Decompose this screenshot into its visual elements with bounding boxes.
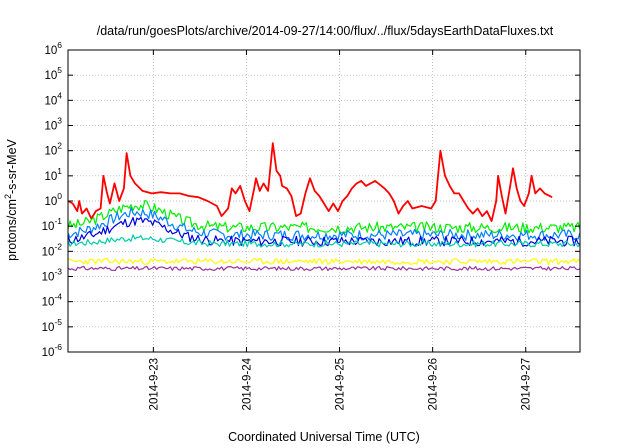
y-tick-label: 106: [44, 40, 62, 57]
y-tick-exponent: 1: [57, 166, 62, 176]
y-axis-label-sup: 2: [3, 194, 13, 199]
data-series: [67, 142, 581, 272]
series-line-6: [67, 257, 581, 265]
y-tick-base: 10: [44, 70, 57, 82]
x-tick-label: 2014-9-25: [335, 358, 347, 410]
y-tick-label: 104: [44, 90, 62, 107]
y-tick-exponent: 4: [57, 90, 62, 100]
y-tick-base: 10: [42, 246, 55, 258]
y-tick-label: 101: [44, 166, 62, 183]
series-line-3: [67, 206, 581, 242]
y-tick-exponent: 5: [57, 65, 62, 75]
y-tick-base: 10: [42, 272, 55, 284]
y-tick-base: 10: [42, 322, 55, 334]
y-tick-exponent: 0: [57, 191, 62, 201]
series-line-1: [67, 142, 553, 222]
y-tick-base: 10: [44, 171, 57, 183]
y-tick-label: 10-4: [42, 292, 63, 309]
x-tick-label: 2014-9-27: [521, 358, 533, 410]
series-line-4: [67, 216, 581, 247]
y-axis-label: protons/cm2-s-sr-MeV: [3, 138, 19, 260]
y-tick-exponent: 2: [57, 141, 62, 151]
y-tick-exponent: -1: [54, 216, 62, 226]
y-tick-label: 100: [44, 191, 62, 208]
y-tick-base: 10: [42, 221, 55, 233]
series-line-7: [67, 265, 581, 272]
chart-title: /data/run/goesPlots/archive/2014-09-27/1…: [97, 24, 554, 38]
y-tick-exponent: -2: [54, 241, 62, 251]
x-tick-labels: 2014-9-23 2014-9-24 2014-9-25 2014-9-26 2014…: [148, 50, 533, 410]
y-tick-base: 10: [44, 196, 57, 208]
y-tick-labels: 10-610-510-410-310-210-11001011021031041…: [42, 40, 580, 359]
y-tick-label: 102: [44, 141, 62, 158]
y-tick-exponent: -4: [54, 292, 62, 302]
x-tick-label: 2014-9-23: [148, 358, 160, 410]
y-tick-exponent: -5: [54, 317, 62, 327]
y-tick-label: 10-1: [42, 216, 63, 233]
y-tick-base: 10: [44, 121, 57, 133]
y-tick-label: 10-3: [42, 267, 63, 284]
y-tick-exponent: 3: [57, 116, 62, 126]
y-tick-base: 10: [42, 297, 55, 309]
y-tick-exponent: -3: [54, 267, 62, 277]
y-tick-base: 10: [44, 45, 57, 57]
y-tick-label: 10-5: [42, 317, 63, 334]
y-tick-exponent: 6: [57, 40, 62, 50]
series-line-2: [67, 200, 581, 234]
y-tick-label: 103: [44, 116, 62, 133]
y-tick-label: 10-2: [42, 241, 63, 258]
x-tick-label: 2014-9-24: [241, 357, 253, 410]
y-axis-label-base: protons/cm: [5, 199, 19, 261]
y-tick-base: 10: [44, 146, 57, 158]
x-axis-label: Coordinated Universal Time (UTC): [228, 430, 420, 444]
y-tick-label: 105: [44, 65, 62, 82]
y-axis-label-rest: -s-sr-MeV: [5, 138, 19, 194]
y-tick-exponent: -6: [54, 342, 62, 352]
y-tick-base: 10: [42, 347, 55, 359]
x-tick-label: 2014-9-26: [428, 358, 440, 410]
series-line-5: [67, 234, 581, 248]
y-tick-base: 10: [44, 95, 57, 107]
y-tick-label: 10-6: [42, 342, 63, 359]
